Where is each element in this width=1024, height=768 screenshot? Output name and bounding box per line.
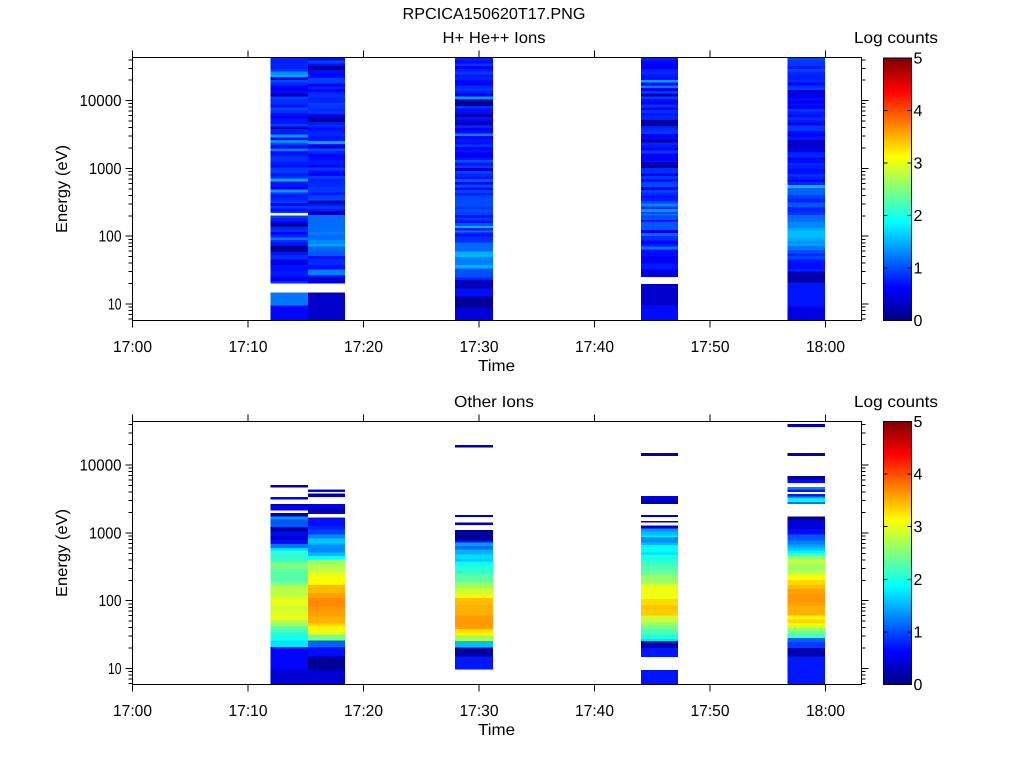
svg-text:17:30: 17:30 bbox=[460, 703, 499, 720]
svg-text:2: 2 bbox=[914, 208, 923, 225]
svg-text:17:20: 17:20 bbox=[344, 703, 383, 720]
svg-text:17:50: 17:50 bbox=[691, 339, 730, 356]
svg-text:5: 5 bbox=[914, 414, 923, 431]
svg-text:3: 3 bbox=[914, 156, 923, 173]
svg-text:18:00: 18:00 bbox=[806, 703, 845, 720]
svg-text:4: 4 bbox=[914, 103, 923, 120]
svg-text:17:00: 17:00 bbox=[113, 703, 152, 720]
svg-text:1000: 1000 bbox=[89, 161, 122, 178]
svg-text:H+ He++ Ions: H+ He++ Ions bbox=[443, 30, 546, 47]
svg-text:17:10: 17:10 bbox=[229, 703, 268, 720]
svg-text:Time: Time bbox=[478, 722, 515, 739]
svg-text:Energy (eV): Energy (eV) bbox=[54, 145, 71, 233]
svg-text:Time: Time bbox=[478, 358, 515, 375]
svg-text:100: 100 bbox=[99, 229, 122, 246]
svg-text:Other Ions: Other Ions bbox=[454, 394, 534, 411]
svg-text:10000: 10000 bbox=[80, 458, 122, 475]
svg-text:0: 0 bbox=[914, 313, 923, 330]
svg-text:4: 4 bbox=[914, 467, 923, 484]
svg-text:18:00: 18:00 bbox=[806, 339, 845, 356]
svg-text:17:00: 17:00 bbox=[113, 339, 152, 356]
svg-text:17:30: 17:30 bbox=[460, 339, 499, 356]
svg-text:17:40: 17:40 bbox=[575, 703, 614, 720]
svg-text:1: 1 bbox=[914, 624, 923, 641]
svg-text:3: 3 bbox=[914, 519, 923, 536]
svg-text:10: 10 bbox=[108, 297, 122, 314]
svg-text:10: 10 bbox=[108, 661, 122, 678]
svg-text:Log counts: Log counts bbox=[854, 30, 938, 47]
svg-text:0: 0 bbox=[914, 677, 923, 694]
svg-text:100: 100 bbox=[99, 593, 122, 610]
svg-text:17:20: 17:20 bbox=[344, 339, 383, 356]
svg-text:2: 2 bbox=[914, 572, 923, 589]
svg-text:1: 1 bbox=[914, 261, 923, 278]
svg-text:17:50: 17:50 bbox=[691, 703, 730, 720]
svg-text:RPCICA150620T17.PNG: RPCICA150620T17.PNG bbox=[403, 6, 586, 23]
svg-text:17:40: 17:40 bbox=[575, 339, 614, 356]
svg-text:10000: 10000 bbox=[80, 93, 122, 110]
svg-text:1000: 1000 bbox=[89, 525, 122, 542]
svg-text:17:10: 17:10 bbox=[229, 339, 268, 356]
svg-text:5: 5 bbox=[914, 51, 923, 68]
svg-text:Energy (eV): Energy (eV) bbox=[54, 509, 71, 597]
svg-text:Log counts: Log counts bbox=[854, 394, 938, 411]
